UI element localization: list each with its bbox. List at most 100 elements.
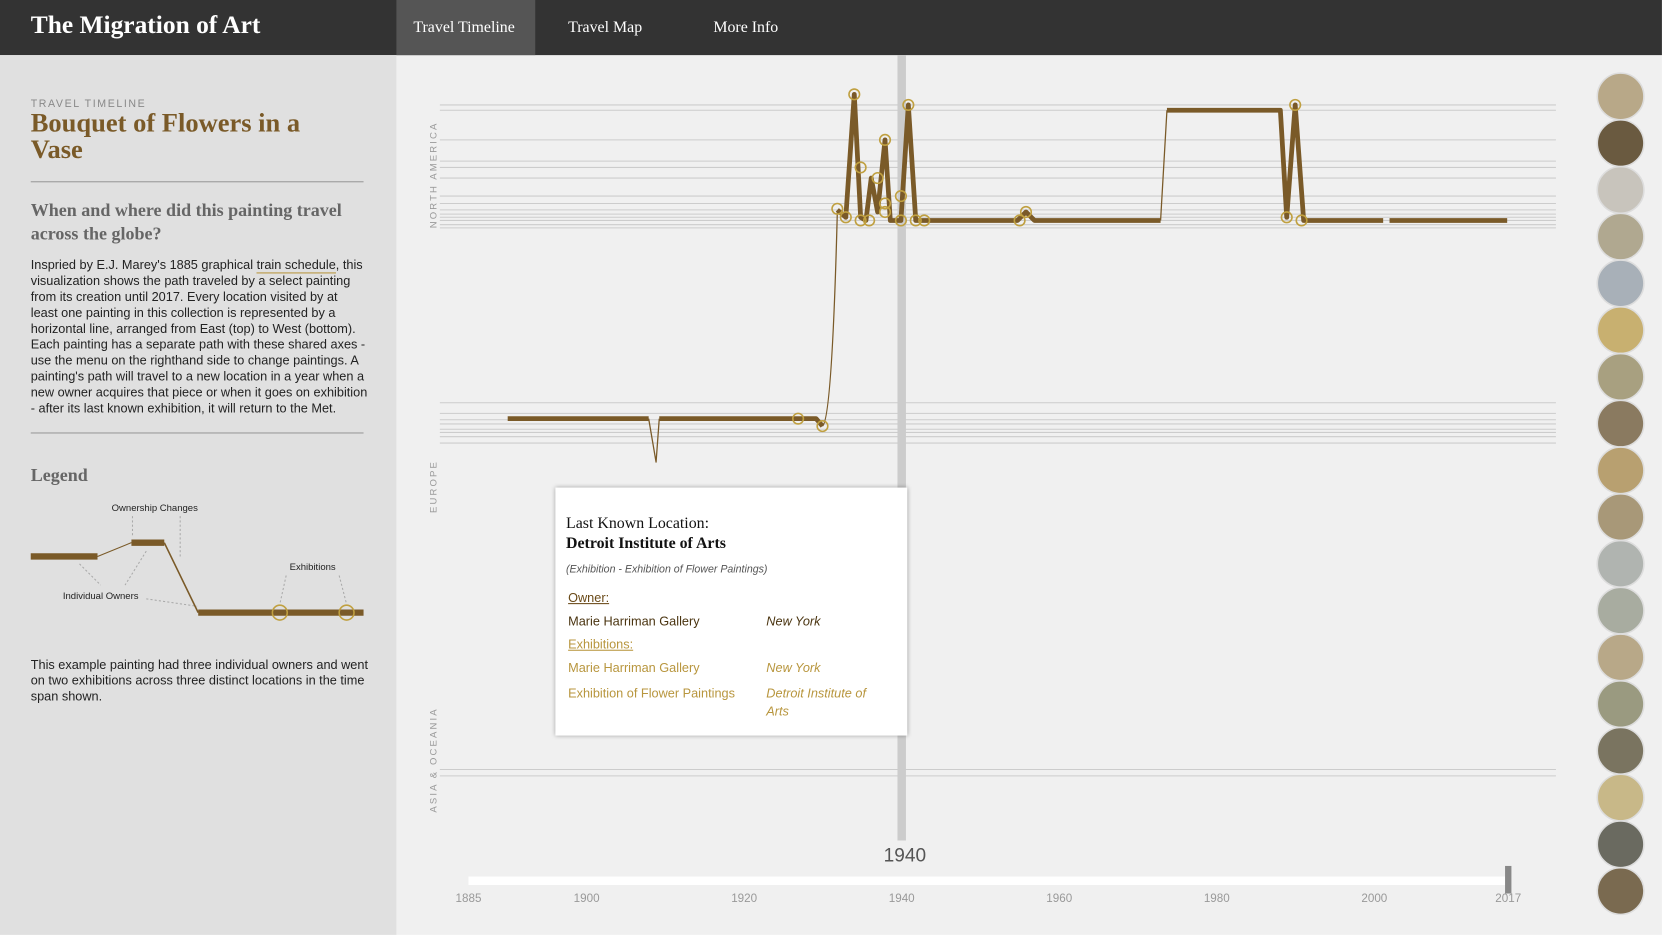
x-tick-label: 1885 — [456, 892, 482, 905]
exhibition-row: Marie Harriman Gallery New York — [568, 659, 897, 677]
painting-thumbnail[interactable] — [1596, 259, 1645, 308]
tooltip-heading: Last Known Location: — [565, 515, 710, 533]
exhibition-name: Marie Harriman Gallery — [568, 660, 700, 676]
owner-name: Marie Harriman Gallery — [568, 613, 700, 629]
legend-label: Ownership Changes — [112, 503, 198, 514]
x-tick-label: 2000 — [1361, 892, 1387, 905]
exhibition-markers — [792, 88, 1308, 433]
exhibition-marker — [1295, 214, 1308, 227]
selected-year: 1940 — [884, 846, 926, 867]
painting-path — [507, 91, 1508, 463]
divider — [30, 432, 364, 434]
exhibition-marker — [792, 412, 805, 425]
example-text: This example painting had three individu… — [30, 657, 369, 704]
painting-thumbnail[interactable] — [1596, 306, 1645, 355]
exhibition-place: Detroit Institute of Arts — [766, 685, 866, 719]
painting-thumbnail[interactable] — [1596, 586, 1645, 635]
exhibition-marker — [816, 419, 829, 433]
legend-label: Individual Owners — [63, 591, 139, 602]
painting-thumbnail[interactable] — [1596, 679, 1645, 729]
exhibition-marker — [863, 214, 876, 227]
exhibitions-label: Exhibitions: — [568, 636, 634, 652]
nav-item[interactable]: Travel Map — [568, 19, 643, 37]
painting-thumbnail[interactable] — [1596, 446, 1645, 495]
exhibition-rows: Marie Harriman Gallery New York Exhibition… — [566, 659, 897, 720]
painting-thumbnail[interactable] — [1596, 165, 1645, 215]
intro-text: , this visualization shows the path trav… — [30, 257, 368, 416]
legend-move — [97, 542, 132, 557]
x-tick-label: 1920 — [731, 892, 757, 905]
tooltip: Last Known Location: Detroit Institute o… — [555, 487, 908, 736]
exhibition-row: Exhibition of Flower Paintings Detroit In… — [568, 685, 897, 721]
legend-exhibition — [338, 604, 355, 621]
eyebrow: TRAVEL TIMELINE — [30, 98, 147, 111]
region-label: NORTH AMERICA — [429, 122, 440, 229]
exhibition-marker — [1019, 205, 1033, 219]
exhibition-marker — [878, 197, 892, 210]
exhibition-marker — [894, 189, 908, 203]
exhibition-marker — [848, 88, 861, 101]
exhibition-place: New York — [766, 660, 821, 676]
x-tick-label: 2017 — [1495, 892, 1521, 905]
year-axis: 1885 1900 1920 1940 1960 1980 2000 2017 — [456, 865, 1521, 905]
painting-thumbnail[interactable] — [1596, 399, 1645, 448]
intro-text: Inspried by E.J. Marey's 1885 graphical — [30, 257, 257, 273]
painting-thumbnail[interactable] — [1596, 212, 1645, 261]
top-bar: The Migration of Art Travel Timeline Tra… — [0, 0, 1662, 56]
painting-menu — [1596, 72, 1645, 916]
exhibition-marker — [871, 171, 884, 185]
painting-thumbnail[interactable] — [1596, 726, 1645, 775]
painting-thumbnail[interactable] — [1596, 352, 1645, 402]
brand[interactable]: The Migration of Art — [30, 11, 261, 40]
exhibition-name: Exhibition of Flower Paintings — [568, 685, 735, 701]
timeline: 1940 NORTH AMERICA EUROPE ASIA & OCEANIA… — [429, 55, 1645, 916]
owner-row: Marie Harriman Gallery New York — [568, 613, 897, 631]
exhibition-marker — [1289, 98, 1302, 112]
region-label: ASIA & OCEANIA — [429, 707, 440, 812]
intro: Inspried by E.J. Marey's 1885 graphical … — [30, 257, 368, 417]
owner-place: New York — [766, 613, 821, 629]
legend-diagram: Ownership Changes Exhibitions Individual… — [30, 503, 364, 621]
leader-lines — [79, 516, 348, 607]
painting-thumbnail[interactable] — [1596, 820, 1645, 869]
sidebar: TRAVEL TIMELINE Bouquet of Flowers in a … — [0, 55, 397, 935]
year-slider[interactable] — [468, 876, 1509, 886]
nav-item[interactable]: More Info — [713, 19, 779, 37]
region-labels: NORTH AMERICA EUROPE ASIA & OCEANIA — [429, 122, 440, 813]
exhibition-marker — [902, 98, 915, 112]
exhibition-marker — [1013, 214, 1026, 227]
painting-thumbnail[interactable] — [1596, 773, 1645, 822]
painting-thumbnail[interactable] — [1596, 493, 1645, 542]
x-tick-label: 1960 — [1046, 892, 1072, 905]
x-tick-label: 1940 — [889, 892, 915, 905]
intro-link[interactable]: train schedule — [256, 257, 336, 274]
exhibition-marker — [831, 202, 844, 215]
region-label: EUROPE — [429, 460, 440, 513]
owner-label: Owner: — [568, 590, 610, 606]
legend-label: Exhibitions — [290, 562, 336, 573]
exhibition-marker — [909, 214, 922, 227]
exhibition-marker — [1280, 211, 1293, 224]
painting-thumbnail[interactable] — [1596, 539, 1645, 588]
x-tick-label: 1980 — [1204, 892, 1230, 905]
divider — [30, 181, 364, 183]
legend-title: Legend — [30, 465, 88, 486]
slider-handle[interactable] — [1505, 865, 1512, 894]
tooltip-note: (Exhibition - Exhibition of Flower Paint… — [565, 563, 768, 576]
exhibition-marker — [839, 211, 852, 224]
painting-thumbnail[interactable] — [1596, 866, 1645, 916]
exhibition-marker — [854, 161, 867, 174]
painting-thumbnail[interactable] — [1596, 633, 1645, 682]
painting-thumbnail[interactable] — [1596, 119, 1645, 168]
exhibition-marker — [854, 214, 867, 227]
legend-move — [163, 542, 199, 613]
exhibition-marker — [894, 214, 908, 227]
exhibition-marker — [878, 133, 892, 147]
nav-item[interactable]: Travel Timeline — [396, 0, 536, 56]
x-tick-label: 1900 — [574, 892, 600, 905]
legend-exhibition — [271, 604, 289, 621]
exhibition-marker — [918, 214, 931, 227]
question: When and where did this painting travel … — [30, 200, 342, 244]
painting-thumbnail[interactable] — [1596, 72, 1645, 121]
